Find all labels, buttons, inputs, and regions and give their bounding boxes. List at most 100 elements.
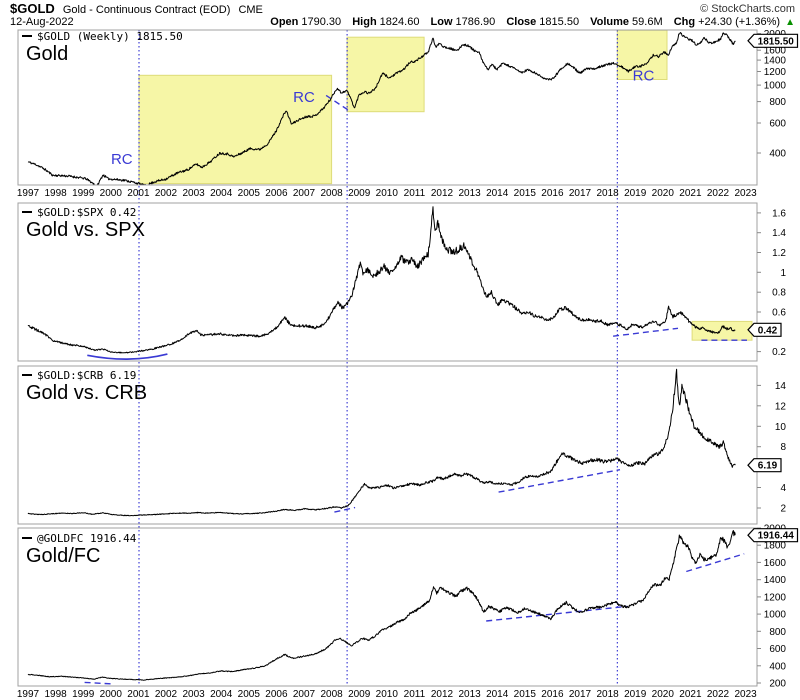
x-axis-year-label: 2021 [679,689,702,700]
x-axis-year-label: 1997 [17,188,40,199]
legend-text: $GOLD:$CRB 6.19 [37,369,137,382]
x-axis-year-label: 2007 [293,689,316,700]
y-axis-label: 400 [769,661,786,672]
y-axis-label: 0.6 [772,308,786,319]
x-axis-year-label: 2012 [431,689,454,700]
y-axis-label: 2 [780,504,786,515]
exchange-label: CME [238,4,263,16]
x-axis-year-label: 2023 [734,188,757,199]
x-axis-year-label: 2001 [127,689,150,700]
x-axis-year-label: 2003 [182,689,205,700]
x-axis-year-label: 2013 [458,188,481,199]
panel-title-gold-spx: Gold vs. SPX [26,219,145,241]
x-axis-year-label: 2016 [541,689,564,700]
x-axis-year-label: 2019 [624,188,647,199]
change-value: +24.30 (+1.36%) [698,16,781,28]
x-axis-year-label: 2015 [514,188,537,199]
last-price-text: 0.42 [758,325,778,336]
x-axis-year-label: 2002 [155,689,178,700]
y-axis-label: 1400 [764,56,787,67]
x-axis-year-label: 2013 [458,689,481,700]
x-axis-year-label: 2006 [265,689,288,700]
dashed-trendline [498,469,621,493]
panel-title-gold-crb: Gold vs. CRB [26,382,148,404]
series-swatch-icon [22,374,32,376]
panel-title-goldfc: Gold/FC [26,545,101,567]
y-axis-label: 12 [775,401,787,412]
y-axis-label: 10 [775,422,787,433]
panel-legend-gold: $GOLD (Weekly) 1815.50 [22,30,183,43]
y-axis-label: 800 [769,97,786,108]
legend-text: $GOLD (Weekly) 1815.50 [37,30,183,43]
y-axis-label: 14 [775,381,787,392]
panel-border [17,365,758,525]
dashed-trendline [486,605,627,622]
y-axis-label: 1 [780,268,786,279]
last-price-text: 6.19 [758,461,778,472]
x-axis-year-label: 2009 [348,689,371,700]
x-axis-year-label: 2009 [348,188,371,199]
dashed-trendline [84,681,114,685]
y-axis-label: 800 [769,627,786,638]
last-price-text: 1916.44 [758,531,795,542]
chart-date: 12-Aug-2022 [10,16,74,28]
low-label: Low [430,16,453,28]
panel-legend-gold-spx: $GOLD:$SPX 0.42 [22,206,136,219]
highlight-box [691,320,753,341]
y-axis-label: 8 [780,442,786,453]
x-axis-year-label: 2005 [238,188,261,199]
support-arc [87,353,168,360]
open-label: Open [270,16,299,28]
change-label: Chg [673,16,696,28]
x-axis-year-label: 2016 [541,188,564,199]
x-axis-year-label: 2022 [707,188,730,199]
highlight-box [616,29,668,80]
x-axis-year-label: 2022 [707,689,730,700]
close-label: Close [506,16,537,28]
x-axis-year-label: 1997 [17,689,40,700]
panel-legend-goldfc: @GOLDFC 1916.44 [22,532,136,545]
x-axis-year-label: 2004 [210,689,233,700]
y-axis-label: 400 [769,149,786,160]
y-axis-label: 1600 [764,46,787,57]
panel-legend-gold-crb: $GOLD:$CRB 6.19 [22,369,136,382]
price-line [27,530,736,681]
y-axis-label: 1.4 [772,228,786,239]
x-axis-year-label: 2018 [596,689,619,700]
x-axis-year-label: 2020 [652,689,675,700]
highlight-box [346,36,425,113]
dashed-trendline [613,327,679,337]
y-axis-label: 1000 [764,610,787,621]
x-axis-year-label: 2018 [596,188,619,199]
quote-strip: Open 1790.30 High 1824.60 Low 1786.90 Close… [262,16,795,28]
x-axis-year-label: 2012 [431,188,454,199]
dashed-trendline [325,94,351,113]
price-line [27,32,736,185]
y-axis-label: 200 [769,679,786,690]
x-axis-year-label: 2008 [320,188,343,199]
y-axis-label: 0.2 [772,347,786,358]
x-axis-year-label: 2001 [127,188,150,199]
symbol-title: $GOLD [10,1,55,16]
y-axis-label: 4 [780,483,786,494]
open-value: 1790.30 [301,16,342,28]
panel-title-gold: Gold [26,43,69,65]
series-swatch-icon [22,211,32,213]
x-axis-year-label: 2006 [265,188,288,199]
x-axis-year-label: 2000 [100,689,123,700]
y-axis-label: 1.6 [772,208,786,219]
x-axis-year-label: 1999 [72,188,95,199]
y-axis-label: 0.8 [772,288,786,299]
rc-annotation-label: RC [111,151,133,168]
x-axis-year-label: 2011 [404,689,426,700]
rc-annotation-label: RC [633,67,655,84]
x-axis-year-label: 2017 [569,188,592,199]
x-axis-year-label: 2019 [624,689,647,700]
x-axis-year-label: 2002 [155,188,178,199]
last-price-text: 1815.50 [758,36,795,47]
x-axis-year-label: 2008 [320,689,343,700]
series-swatch-icon [22,537,32,539]
x-axis-year-label: 2004 [210,188,233,199]
panel-border [17,202,758,362]
change-up-icon: ▲ [785,17,795,28]
